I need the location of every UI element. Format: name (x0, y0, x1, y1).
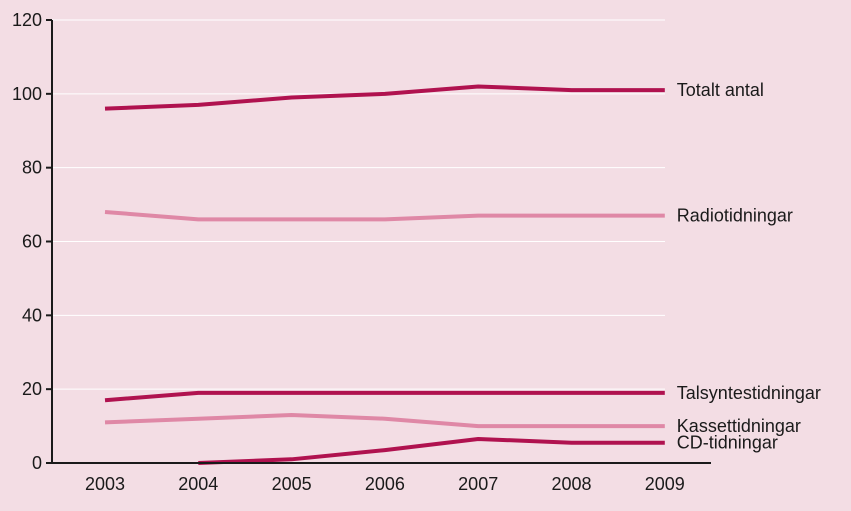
y-tick-label: 60 (22, 232, 42, 252)
y-tick-label: 40 (22, 305, 42, 325)
grid-lines (52, 19, 665, 390)
x-tick-label: 2009 (645, 474, 685, 494)
series-line-totalt-antal (104, 84, 665, 111)
y-tick-label: 80 (22, 158, 42, 178)
series-label: CD-tidningar (677, 433, 778, 453)
series-line-radiotidningar (104, 209, 665, 222)
series-line-cd-tidningar (198, 437, 665, 465)
series-line-kassettidningar (104, 413, 665, 429)
x-tick-label: 2003 (85, 474, 125, 494)
series-label: Totalt antal (677, 80, 764, 100)
y-tick-label: 0 (32, 453, 42, 473)
series-line-talsyntestidningar (104, 390, 665, 403)
x-axis-tick-labels: 2003 2004 2005 2006 2007 2008 2009 (85, 474, 685, 494)
series-label: Kassettidningar (677, 416, 801, 436)
series-labels: Totalt antal Radiotidningar Talsyntestidni… (677, 80, 821, 453)
y-axis-tick-labels: 0 20 40 60 80 100 120 (12, 10, 52, 473)
y-tick-label: 100 (12, 84, 42, 104)
y-tick-label: 120 (12, 10, 42, 30)
series-label: Radiotidningar (677, 206, 793, 226)
axes (51, 20, 711, 464)
series-lines (104, 84, 665, 465)
series-label: Talsyntestidningar (677, 383, 821, 403)
x-tick-label: 2007 (458, 474, 498, 494)
x-tick-label: 2008 (551, 474, 591, 494)
y-tick-label: 20 (22, 379, 42, 399)
x-tick-label: 2005 (272, 474, 312, 494)
x-tick-label: 2006 (365, 474, 405, 494)
x-tick-label: 2004 (178, 474, 218, 494)
